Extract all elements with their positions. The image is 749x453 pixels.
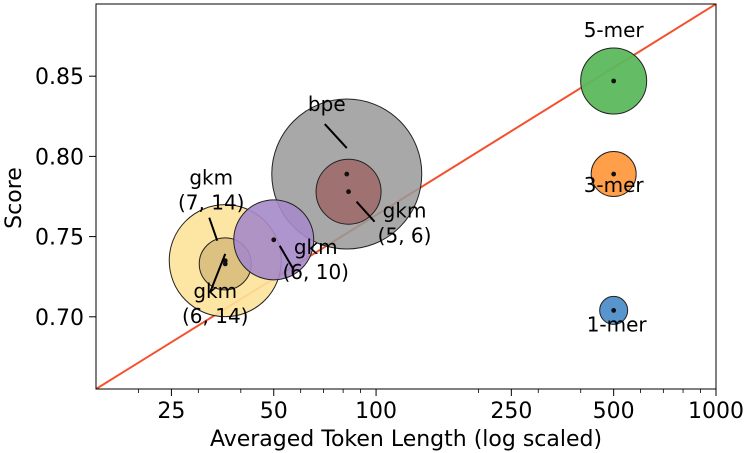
label-gkm-6-10: gkm (6, 10) (282, 235, 349, 284)
bubble-center-dot (611, 78, 617, 84)
label-leader-line (209, 253, 227, 293)
x-tick-label: 50 (260, 399, 288, 424)
x-axis-ticks: 25 50 100 250 500 1000 (138, 389, 744, 424)
label-leader-line (324, 123, 348, 149)
x-tick-label: 100 (355, 399, 397, 424)
label-3-mer: 3-mer (584, 173, 645, 197)
bubble-center-dot (346, 189, 351, 195)
bubble-center-dot (611, 307, 617, 313)
label-line: gkm (189, 166, 233, 190)
label-leader-line (208, 217, 219, 241)
label-line: 1-mer (587, 312, 648, 336)
label-leader-line (278, 245, 295, 271)
y-tick-label: 0.85 (35, 65, 84, 90)
label-gkm-5-6: gkm (5, 6) (378, 199, 432, 248)
label-line: 3-mer (584, 173, 645, 197)
y-tick-label: 0.80 (35, 145, 84, 170)
label-line: (5, 6) (378, 224, 432, 248)
axes-frame (95, 3, 717, 390)
label-1-mer: 1-mer (587, 312, 648, 336)
label-line: 5-mer (584, 18, 645, 42)
label-gkm-6-14: gkm (6, 14) (182, 279, 249, 328)
y-axis-label: Score (2, 167, 27, 229)
x-tick-label: 500 (593, 399, 635, 424)
bubble-center-dot (271, 237, 277, 243)
label-line: (7, 14) (178, 191, 245, 215)
label-bpe: bpe (308, 92, 346, 116)
y-tick-label: 0.75 (35, 226, 84, 251)
label-line: gkm (383, 199, 427, 223)
label-gkm-7-14: gkm (7, 14) (178, 166, 245, 215)
y-tick-label: 0.70 (35, 306, 84, 331)
bubble-series (168, 47, 648, 325)
label-leader-line (355, 201, 376, 223)
bubble-center-dot (344, 171, 350, 177)
label-line: (6, 10) (282, 260, 349, 284)
label-line: gkm (193, 279, 237, 303)
label-line: (6, 14) (182, 304, 249, 328)
x-tick-label: 250 (490, 399, 532, 424)
bubble-center-dot (222, 261, 228, 267)
label-line: bpe (308, 92, 346, 116)
x-tick-label: 25 (157, 399, 185, 424)
bubble-center-dot (611, 171, 617, 177)
label-5-mer: 5-mer (584, 18, 645, 42)
x-axis-label: Averaged Token Length (log scaled) (210, 427, 602, 452)
label-line: gkm (294, 235, 338, 259)
y-axis-ticks: 0.70 0.75 0.80 0.85 (35, 65, 96, 331)
x-tick-label: 1000 (688, 399, 744, 424)
